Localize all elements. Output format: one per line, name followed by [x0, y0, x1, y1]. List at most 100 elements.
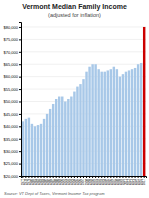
x-tick-mark: [110, 176, 111, 178]
grid: [21, 27, 146, 176]
bar: [88, 67, 90, 176]
x-tick-mark: [50, 176, 51, 178]
bars: [22, 27, 146, 176]
bar: [43, 119, 45, 176]
y-tick-label: $25,000: [4, 161, 19, 166]
x-axis-line: [22, 177, 147, 179]
subtitle: (adjusted for inflation): [48, 12, 101, 18]
y-tick: $25,000: [4, 161, 21, 166]
y-tick-label: $50,000: [4, 99, 19, 104]
x-tick-mark: [68, 176, 69, 178]
bar: [107, 70, 109, 176]
x-tick-mark: [77, 176, 78, 178]
y-tick-mark: [19, 176, 21, 177]
y-tick-mark: [19, 114, 21, 115]
bar: [128, 70, 130, 176]
x-tick-mark: [37, 176, 38, 178]
x-tick-mark: [22, 176, 23, 178]
bar: [104, 72, 106, 176]
bar: [55, 99, 57, 176]
bar: [131, 69, 133, 176]
x-tick-mark: [56, 176, 57, 178]
x-tick-mark: [113, 176, 114, 178]
x-tick-mark: [59, 176, 60, 178]
grid-line: [21, 64, 146, 65]
x-tick-mark: [44, 176, 45, 178]
x-tick-mark: [28, 176, 29, 178]
bar: [85, 72, 87, 176]
bar: [58, 97, 60, 176]
chart: Vermont Median Family Income(adjusted fo…: [0, 0, 149, 198]
y-tick-mark: [19, 77, 21, 78]
x-tick-mark: [101, 176, 102, 178]
y-tick: $45,000: [4, 112, 21, 117]
y-axis: $20,000 $25,000 $30,000 $35,000 $40,000 $45,0…: [4, 23, 22, 179]
y-tick: $20,000: [4, 174, 21, 179]
y-tick-mark: [19, 151, 21, 152]
bar: [137, 64, 139, 176]
grid-line: [21, 51, 146, 52]
x-tick-mark: [125, 176, 126, 178]
bar: [82, 79, 84, 176]
x-tick-mark: [47, 176, 48, 178]
y-tick-mark: [19, 27, 21, 28]
bar: [61, 97, 63, 176]
x-tick-mark: [86, 176, 87, 178]
bar: [122, 74, 124, 176]
bar: [94, 64, 96, 176]
x-tick-mark: [34, 176, 35, 178]
bar: [70, 97, 72, 176]
x-tick-mark: [83, 176, 84, 178]
bar: [40, 124, 42, 176]
x-tick-mark: [138, 176, 139, 178]
bar: [28, 118, 30, 176]
bar: [143, 27, 145, 176]
x-tick-mark: [135, 176, 136, 178]
x-tick-mark: [31, 176, 32, 178]
bar: [91, 64, 93, 176]
y-tick: $35,000: [4, 137, 21, 142]
x-tick-mark: [104, 176, 105, 178]
x-tick-mark: [98, 176, 99, 178]
y-axis-line: [19, 23, 22, 177]
y-tick-mark: [19, 89, 21, 90]
y-tick-label: $40,000: [4, 124, 19, 129]
title: Vermont Median Family Income: [22, 3, 127, 11]
bar: [52, 104, 54, 176]
x-tick-mark: [62, 176, 63, 178]
y-tick: $80,000: [4, 25, 21, 30]
y-tick: $65,000: [4, 62, 21, 67]
bar: [79, 84, 81, 176]
x-tick-mark: [71, 176, 72, 178]
bar: [31, 124, 33, 176]
bar: [110, 69, 112, 176]
grid-line: [21, 39, 146, 40]
bar: [64, 101, 66, 176]
y-tick-mark: [19, 64, 21, 65]
y-tick-mark: [19, 52, 21, 53]
y-tick-label: $80,000: [4, 25, 19, 30]
y-tick-label: $65,000: [4, 62, 19, 67]
bar: [119, 77, 121, 176]
y-tick-label: $75,000: [4, 37, 19, 42]
y-tick: $70,000: [4, 50, 21, 55]
grid-line: [21, 26, 146, 27]
grid-line: [21, 76, 146, 77]
bar: [134, 68, 136, 176]
bar: [25, 119, 27, 176]
y-tick: $30,000: [4, 149, 21, 154]
x-tick-mark: [25, 176, 26, 178]
y-tick-label: $30,000: [4, 149, 19, 154]
x-tick-mark: [65, 176, 66, 178]
x-tick-mark: [116, 176, 117, 178]
bar: [76, 87, 78, 176]
y-tick-mark: [19, 101, 21, 102]
y-tick-label: $35,000: [4, 137, 19, 142]
x-tick-mark: [144, 176, 145, 178]
y-tick-mark: [19, 126, 21, 127]
y-tick-label: $55,000: [4, 87, 19, 92]
x-tick-mark: [95, 176, 96, 178]
y-tick-label: $20,000: [4, 174, 19, 179]
y-tick-label: $70,000: [4, 50, 19, 55]
bar: [125, 72, 127, 176]
